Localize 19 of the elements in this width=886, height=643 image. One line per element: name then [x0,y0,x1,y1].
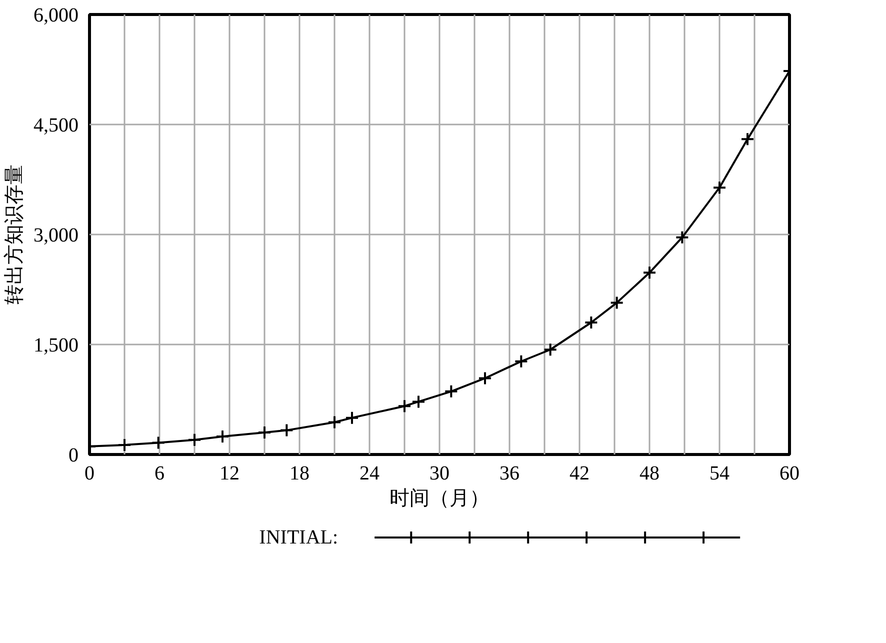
x-tick-label: 48 [640,462,660,484]
x-tick-label: 18 [290,462,310,484]
y-tick-label: 3,000 [34,224,78,246]
x-tick-label: 42 [570,462,590,484]
text: INITIAL: [259,526,338,548]
x-tick-label: 12 [220,462,240,484]
y-tick-label: 1,500 [34,334,78,356]
x-tick-label: 36 [500,462,520,484]
x-tick-label: 0 [84,462,94,484]
y-tick-label: 4,500 [34,114,78,136]
x-axis-title: 时间（月） [390,488,490,510]
y-tick-label: 0 [68,444,78,466]
y-tick-label: 6,000 [34,4,78,26]
x-tick-label: 6 [154,462,164,484]
x-tick-label: 30 [430,462,450,484]
x-tick-label: 60 [780,462,800,484]
x-tick-label: 54 [710,462,730,484]
x-tick-label: 24 [360,462,380,484]
y-axis-title: 转出方知识存量 [2,164,26,304]
